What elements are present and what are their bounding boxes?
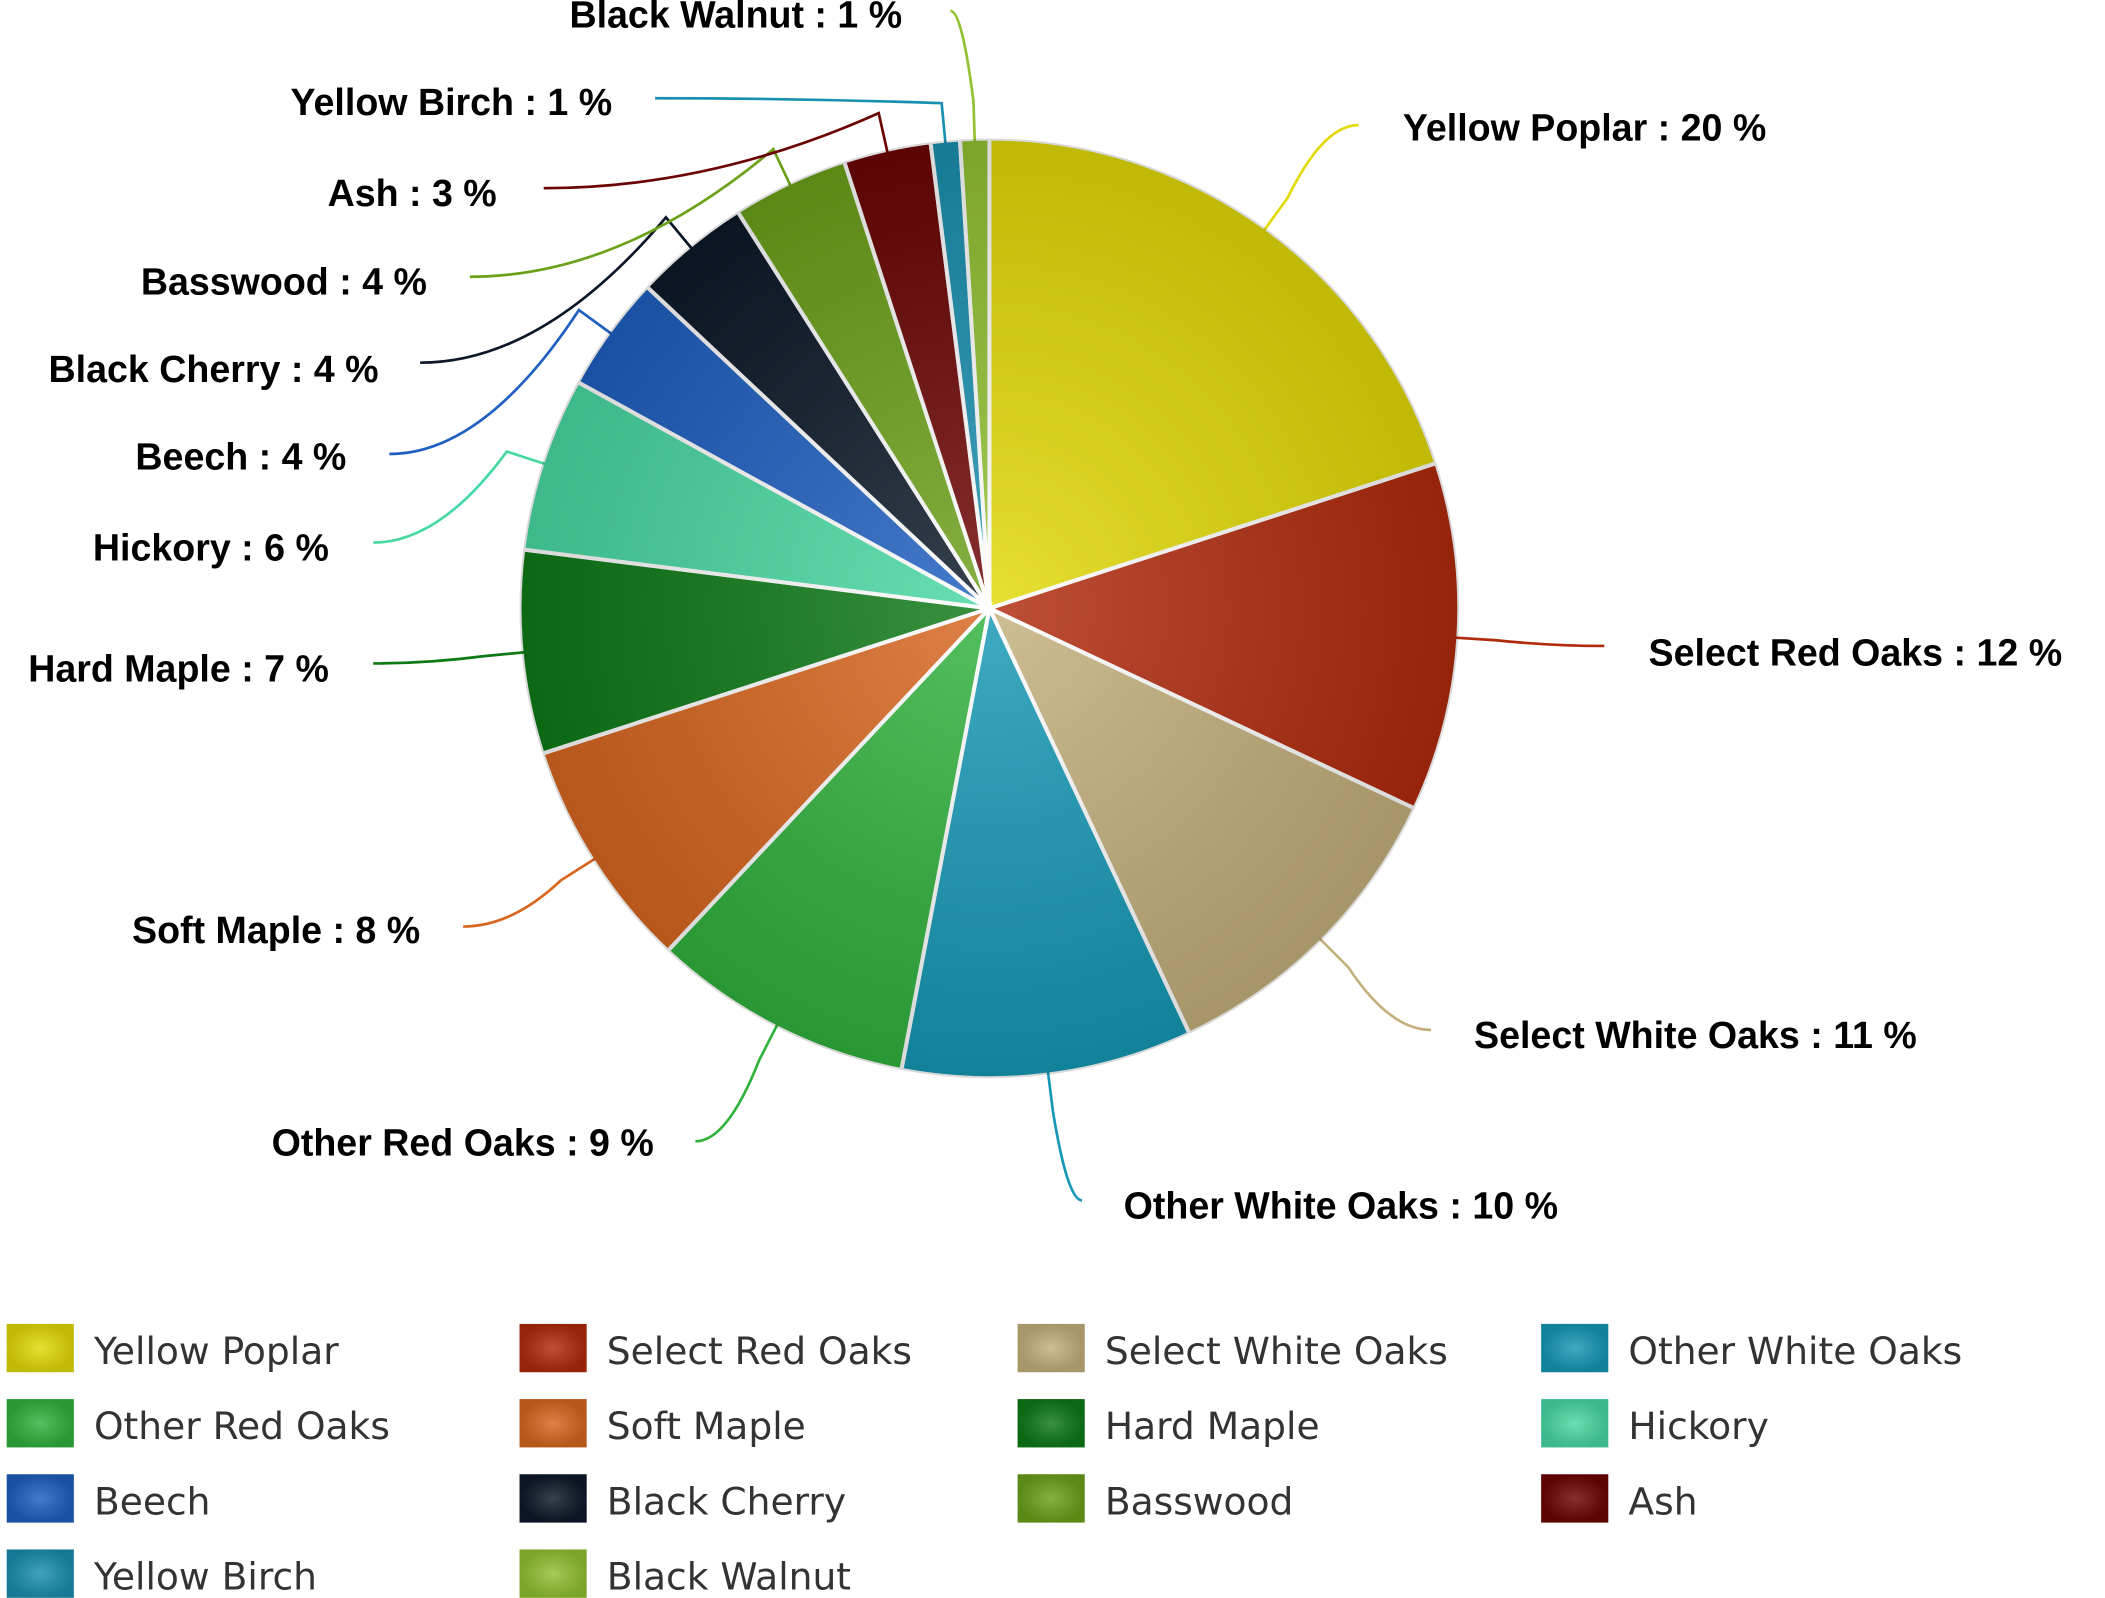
- leader-line: [1455, 636, 1605, 648]
- legend-swatch-shade: [519, 1399, 587, 1448]
- legend-label: Other Red Oaks: [94, 1404, 390, 1448]
- legend-swatch-shade: [1541, 1323, 1609, 1373]
- legend-swatch-shade: [1017, 1323, 1085, 1373]
- data-label: Hickory : 6 %: [93, 527, 329, 569]
- data-label: Select Red Oaks : 12 %: [1649, 631, 2063, 673]
- legend-swatch-shade: [6, 1323, 74, 1373]
- data-label: Black Walnut : 1 %: [569, 0, 902, 36]
- leader-line: [950, 9, 977, 142]
- leader-line: [655, 96, 947, 144]
- data-label: Beech : 4 %: [135, 435, 346, 477]
- data-label: Yellow Birch : 1 %: [291, 81, 613, 123]
- legend-label: Basswood: [1105, 1479, 1294, 1523]
- legend-label: Select Red Oaks: [607, 1329, 912, 1373]
- leader-line: [1262, 123, 1359, 232]
- legend-swatch-shade: [6, 1474, 74, 1523]
- legend-swatch-shade: [6, 1399, 74, 1448]
- data-label: Select White Oaks : 11 %: [1474, 1014, 1917, 1056]
- legend-label: Yellow Poplar: [93, 1329, 339, 1373]
- data-label: Hard Maple : 7 %: [28, 647, 329, 689]
- legend-label: Ash: [1628, 1479, 1697, 1523]
- legend-label: Black Cherry: [607, 1479, 846, 1523]
- data-label: Soft Maple : 8 %: [132, 909, 420, 951]
- legend-swatch-shade: [519, 1323, 587, 1373]
- data-label: Black Cherry : 4 %: [49, 348, 379, 390]
- legend-swatch-shade: [1017, 1399, 1085, 1448]
- data-label: Yellow Poplar : 20 %: [1403, 106, 1766, 148]
- legend-swatch-shade: [1541, 1399, 1609, 1448]
- legend-swatch-shade: [519, 1549, 587, 1598]
- legend-swatch-shade: [1541, 1474, 1609, 1523]
- data-label: Ash : 3 %: [328, 172, 497, 214]
- legend-label: Black Walnut: [607, 1554, 851, 1598]
- legend-label: Beech: [94, 1479, 210, 1523]
- leader-line: [463, 857, 596, 928]
- leader-line: [1046, 1071, 1083, 1202]
- data-label: Other White Oaks : 10 %: [1124, 1184, 1558, 1226]
- legend-label: Yellow Birch: [93, 1554, 317, 1598]
- legend-label: Select White Oaks: [1105, 1329, 1448, 1373]
- data-label: Basswood : 4 %: [141, 261, 427, 303]
- legend-swatch-shade: [519, 1474, 587, 1523]
- legend-label: Hickory: [1628, 1404, 1768, 1448]
- legend-label: Hard Maple: [1105, 1404, 1320, 1448]
- legend-label: Soft Maple: [607, 1404, 806, 1448]
- legend-swatch-shade: [1017, 1474, 1085, 1523]
- leader-line: [695, 1024, 779, 1143]
- data-label: Other Red Oaks : 9 %: [272, 1121, 654, 1163]
- legend-label: Other White Oaks: [1628, 1329, 1962, 1373]
- leader-line: [373, 650, 525, 665]
- leader-line: [1318, 937, 1432, 1032]
- legend-swatch-shade: [6, 1549, 74, 1598]
- leader-line: [373, 449, 546, 544]
